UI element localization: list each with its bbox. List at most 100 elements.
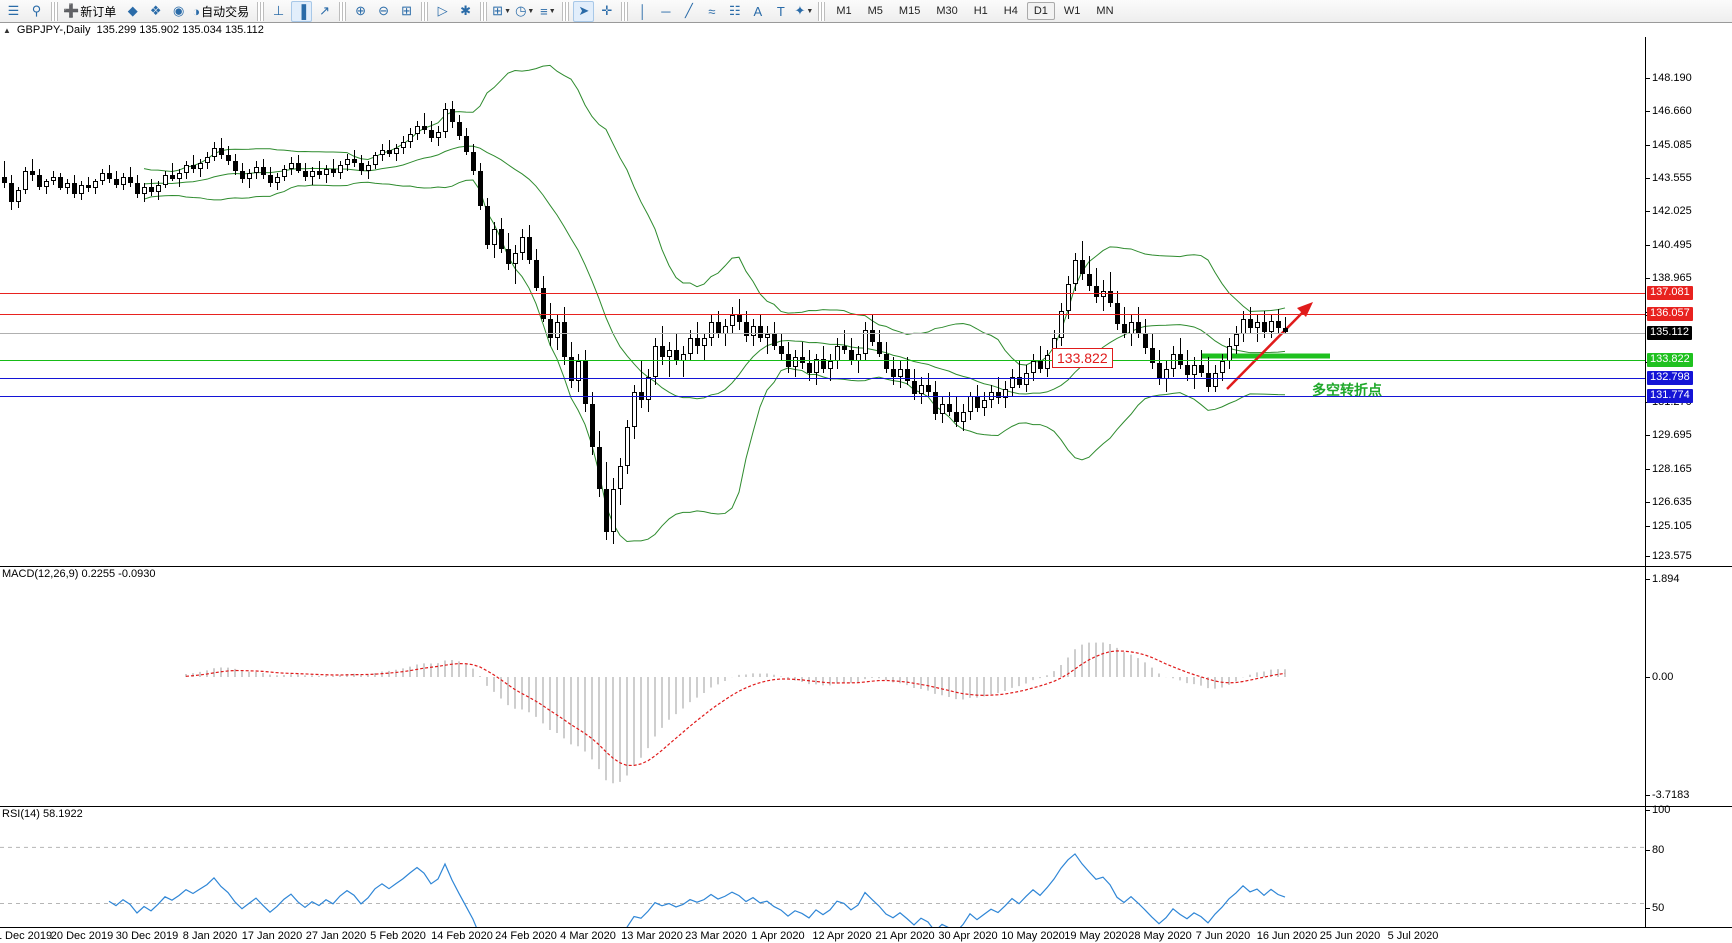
price-level-line[interactable]	[0, 314, 1645, 315]
zoom-in-icon[interactable]: ⊕	[350, 1, 371, 22]
macd-axis[interactable]: 1.894 0.00 -3.7183	[1645, 567, 1732, 806]
new-order-icon[interactable]: ➕ 新订单	[62, 1, 120, 22]
crosshair-icon[interactable]: ✛	[596, 1, 617, 22]
price-callout[interactable]: 133.822	[1052, 348, 1113, 368]
candle-body	[79, 184, 84, 195]
candle	[569, 37, 574, 566]
bar-chart-icon[interactable]: ⊥	[268, 1, 289, 22]
trendline[interactable]	[1226, 309, 1306, 390]
price-level-line[interactable]	[0, 360, 1645, 361]
auto-scroll-icon[interactable]: ✱	[455, 1, 476, 22]
expert-icon[interactable]: ❖	[145, 1, 166, 22]
line-chart-icon[interactable]: ↗	[314, 1, 335, 22]
timeframe-m15[interactable]: M15	[898, 5, 921, 17]
price-level-line[interactable]	[0, 293, 1645, 294]
candle-body	[968, 396, 973, 412]
price-level-tag[interactable]: 133.822	[1647, 353, 1693, 367]
candle-body	[835, 345, 840, 362]
metaeditor-icon[interactable]: ◆	[122, 1, 143, 22]
price-level-tag[interactable]: 137.081	[1647, 286, 1693, 300]
timeframe-m5[interactable]: M5	[867, 5, 883, 17]
new-chart-icon[interactable]: ☰	[3, 1, 24, 22]
text-icon[interactable]: A	[747, 1, 768, 22]
equidistant-channel-icon[interactable]: ≈	[701, 1, 722, 22]
candle	[800, 37, 805, 566]
toolbar-grip[interactable]	[818, 1, 826, 21]
candle	[16, 37, 21, 566]
text-label-icon[interactable]: T	[770, 1, 791, 22]
period-clock-icon[interactable]: ◷ ▼	[514, 1, 535, 22]
date-axis-label: 25 Jun 2020	[1319, 930, 1381, 942]
candle-wick	[515, 244, 516, 284]
timeframe-h4[interactable]: H4	[1003, 5, 1018, 17]
horizontal-line-icon[interactable]: ─	[655, 1, 676, 22]
candle	[1059, 37, 1064, 566]
candle-body	[1185, 365, 1190, 375]
date-axis[interactable]: 1 Dec 2019 20 Dec 2019 30 Dec 2019 8 Jan 20…	[0, 927, 1732, 943]
candle	[436, 37, 441, 566]
equidistant-channel-icon-glyph: ≈	[708, 3, 716, 19]
date-axis-label: 12 Apr 2020	[812, 930, 872, 942]
timeframe-m1[interactable]: M1	[836, 5, 852, 17]
templates-icon[interactable]: ≡ ▼	[537, 1, 558, 22]
price-pane[interactable]: 133.822 多空转折点 148.190 146.660 145.085 143.55…	[0, 37, 1732, 566]
candle-wick	[998, 376, 999, 405]
candle-body	[226, 155, 231, 162]
rsi-pane[interactable]: RSI(14) 58.1922 1008050150	[0, 804, 1732, 943]
zoom-out-icon[interactable]: ⊖	[373, 1, 394, 22]
chinese-note[interactable]: 多空转折点	[1312, 382, 1382, 398]
autotrading-icon[interactable]: ◑ 自动交易	[191, 1, 253, 22]
tile-windows-icon[interactable]: ⊞	[396, 1, 417, 22]
price-level-line[interactable]	[0, 333, 1645, 334]
candle-body	[282, 169, 287, 177]
tick-mark	[1646, 110, 1650, 112]
collapse-arrow-icon[interactable]: ▲	[3, 25, 11, 35]
macd-pane[interactable]: MACD(12,26,9) 0.2255 -0.0930 1.894 0.00 -3…	[0, 566, 1732, 806]
timeframe-m30[interactable]: M30	[936, 5, 958, 17]
price-level-line[interactable]	[0, 396, 1645, 397]
candle-body	[478, 171, 483, 206]
new-order-icon-label: 新订单	[80, 4, 117, 19]
timeframe-h1[interactable]: H1	[973, 5, 988, 17]
shapes-icon[interactable]: ✦ ▼	[793, 1, 814, 22]
tick-mark	[1646, 676, 1650, 678]
trendline-icon[interactable]: ╱	[678, 1, 699, 22]
profiles-icon[interactable]: ⚲	[26, 1, 47, 22]
candle	[1213, 37, 1218, 566]
candle-body	[1213, 372, 1218, 387]
axis-tick-label: 142.025	[1646, 205, 1692, 217]
price-axis[interactable]: 148.190 146.660 145.085 143.555 142.025 140.4…	[1645, 37, 1732, 566]
candle	[1122, 37, 1127, 566]
candle-body	[611, 489, 616, 533]
candle	[940, 37, 945, 566]
candle-body	[247, 172, 252, 179]
fibonacci-retracement-icon[interactable]: ☷	[724, 1, 745, 22]
candle	[912, 37, 917, 566]
price-level-tag[interactable]: 135.112	[1647, 326, 1692, 340]
candle	[576, 37, 581, 566]
candle-body	[1276, 320, 1281, 329]
candle	[737, 37, 742, 566]
chevron-down-icon[interactable]: ▼	[527, 7, 535, 15]
rsi-axis[interactable]: 1008050150	[1645, 804, 1732, 927]
chevron-down-icon[interactable]: ▼	[548, 7, 556, 15]
vertical-line-icon[interactable]: │	[632, 1, 653, 22]
chevron-down-icon[interactable]: ▼	[806, 7, 814, 15]
chart-area[interactable]: 133.822 多空转折点 148.190 146.660 145.085 143.55…	[0, 37, 1732, 943]
candlestick-chart-icon[interactable]: ▐	[291, 0, 313, 22]
timeframe-w1[interactable]: W1	[1063, 5, 1081, 17]
timeframe-d1[interactable]: D1	[1026, 2, 1055, 20]
timeframe-mn[interactable]: MN	[1096, 5, 1114, 17]
price-level-tag[interactable]: 132.798	[1647, 371, 1693, 385]
signals-icon[interactable]: ◉	[168, 1, 189, 22]
cursor-arrow-icon[interactable]: ➤	[573, 0, 595, 22]
chart-shift-icon[interactable]: ▷	[432, 1, 453, 22]
candle	[79, 37, 84, 566]
chevron-down-icon[interactable]: ▼	[504, 7, 511, 15]
price-level-tag[interactable]: 131.774	[1647, 389, 1693, 403]
price-level-line[interactable]	[0, 378, 1645, 379]
indicators-icon[interactable]: ⊞ ▼	[491, 1, 512, 22]
price-level-tag[interactable]: 136.057	[1647, 307, 1693, 321]
candle-body	[471, 151, 476, 171]
candle-body	[387, 149, 392, 154]
